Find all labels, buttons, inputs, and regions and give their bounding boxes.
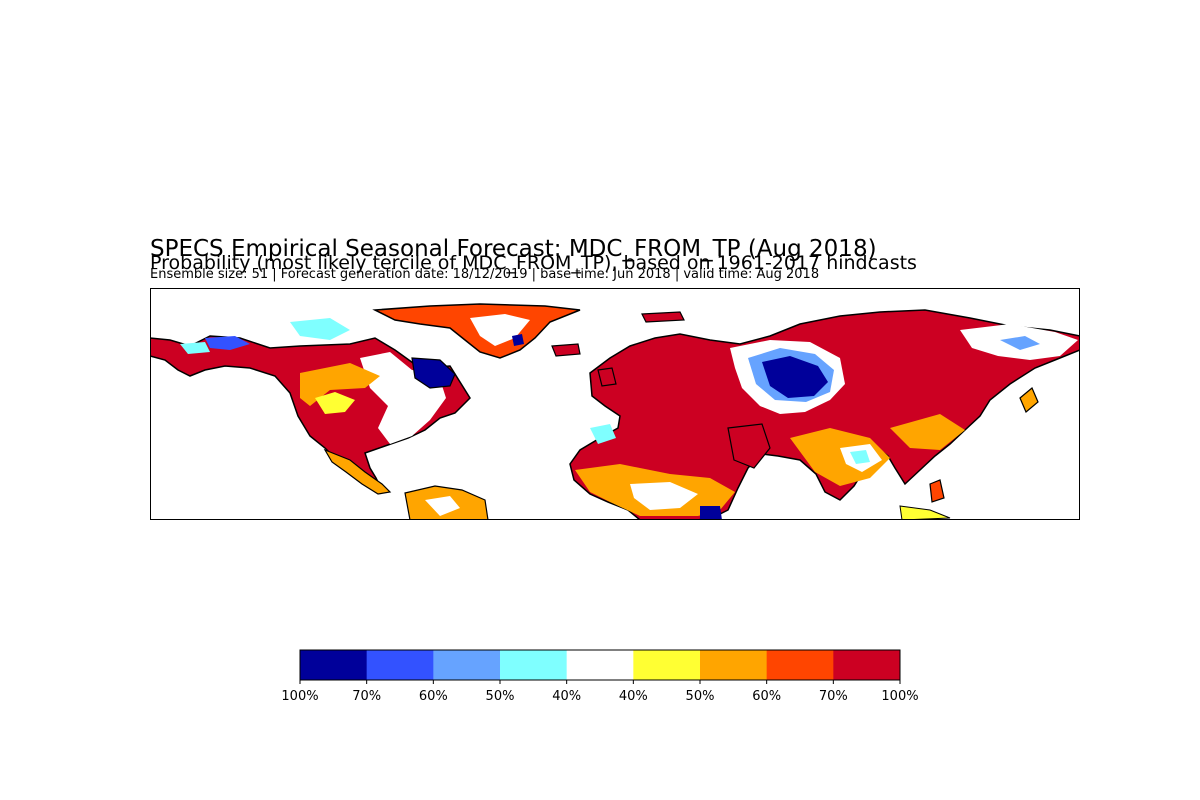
hudson-cyan [290,318,350,340]
alaska-cyan [180,342,210,354]
figure-title: SPECS Empirical Seasonal Forecast: MDC_F… [150,236,877,262]
west-africa-cyan [590,424,616,444]
central-asia-dark-blue [762,356,828,398]
africa-white [630,482,698,510]
colorbar-segment [500,650,568,680]
greenland-blue [512,334,524,346]
philippines-island [929,479,945,503]
south-asia-mix [790,428,890,486]
colorbar-tick-label: 70% [819,689,848,704]
colorbar-tick-label: 60% [419,689,448,704]
colorbar-frame [299,649,901,681]
china-orange [890,414,965,450]
forecast-probability-map [150,288,1080,520]
na-orange-belt [300,363,380,406]
colorbar-tick-label: 70% [352,689,381,704]
colorbar-tick-label: 40% [619,689,648,704]
labrador-blue [411,357,456,389]
colorbar-tick-label: 50% [486,689,515,704]
sa-white [425,496,460,516]
probability-colorbar: 100% 70% 60% 50% 40% 40% 50% 60% 70% 100% [281,649,919,704]
alaska-blue [205,336,250,350]
map-frame [150,288,1080,520]
colorbar-tick-label: 60% [752,689,781,704]
colorbar-segment [700,650,768,680]
eurasia-land [569,309,1080,520]
east-asia-blue [1000,336,1040,350]
arabia-land [727,423,771,469]
colorbar-segment [833,650,901,680]
forecast-info-line: Ensemble size: 51 | Forecast generation … [150,267,820,282]
sea-islands [899,505,951,520]
colorbar-segment [566,650,634,680]
colorbar-segment [633,650,701,680]
svalbard-island [641,311,685,323]
colorbar-segment [366,650,434,680]
colorbar-tick-label: 40% [552,689,581,704]
japan-island [1019,387,1039,413]
central-america-land [323,448,392,495]
africa-dark-blue [700,506,722,520]
uk-island [597,367,617,387]
na-yellow-patch [315,392,355,414]
iceland-island [551,343,581,357]
colorbar-tick-label: 50% [686,689,715,704]
colorbar-tick-label: 100% [881,689,918,704]
colorbar-segment [433,650,501,680]
south-asia-blue [850,450,870,464]
figure-subtitle: Probability (most likely tercile of MDC_… [150,252,917,274]
colorbar-segment [766,650,834,680]
colorbar-segment [300,650,368,680]
colorbar-tick-label: 100% [281,689,318,704]
